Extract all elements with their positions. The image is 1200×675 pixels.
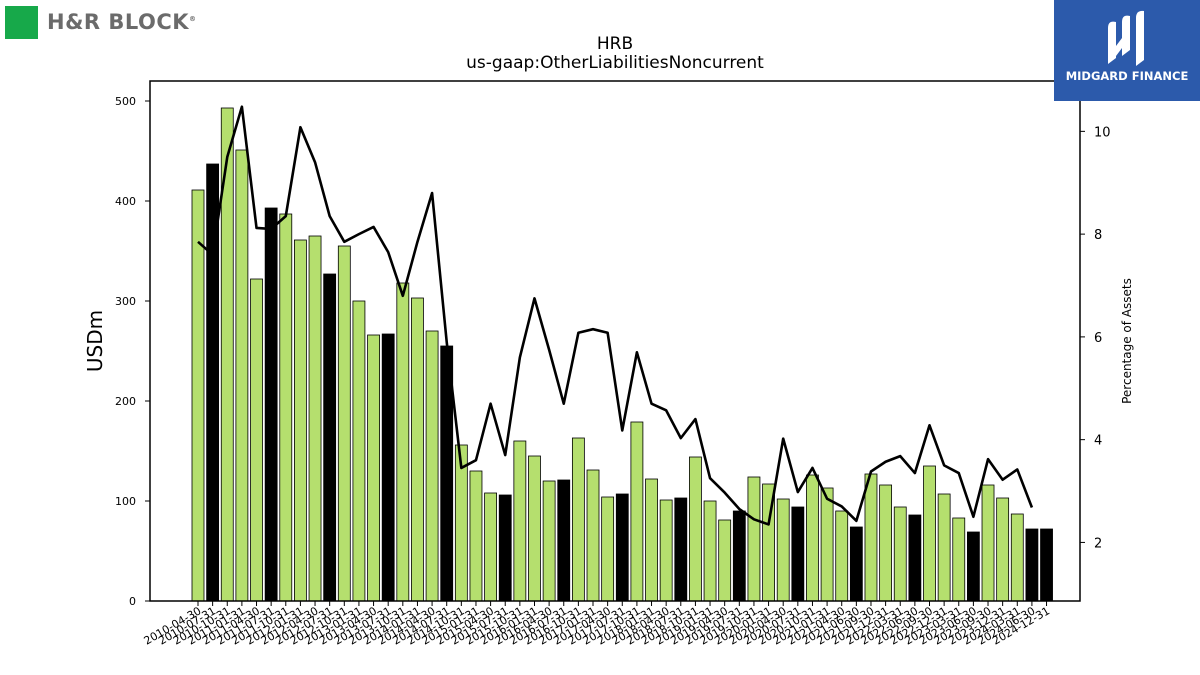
bar bbox=[806, 474, 819, 602]
bar bbox=[557, 479, 571, 602]
y2-tick-label: 2 bbox=[1094, 536, 1102, 551]
bar bbox=[981, 484, 995, 602]
bar bbox=[264, 207, 278, 602]
y-tick-label: 500 bbox=[115, 95, 136, 108]
bar bbox=[411, 297, 424, 602]
y-axis-ticks: 0 100 200 300 400 500 bbox=[115, 95, 150, 608]
bar bbox=[586, 469, 600, 602]
bar bbox=[923, 465, 936, 602]
y-axis-label: USDm bbox=[83, 310, 107, 372]
bar bbox=[820, 487, 834, 602]
bar bbox=[630, 421, 644, 602]
bar bbox=[308, 235, 322, 602]
bar bbox=[703, 500, 717, 602]
bar bbox=[937, 493, 951, 602]
bar bbox=[498, 494, 512, 602]
y-tick-label: 100 bbox=[115, 495, 136, 508]
bar bbox=[659, 499, 673, 602]
bar bbox=[352, 300, 366, 602]
bar bbox=[469, 470, 483, 602]
bar bbox=[732, 510, 746, 602]
bar bbox=[952, 517, 966, 602]
bar bbox=[908, 514, 922, 602]
bar bbox=[513, 440, 527, 602]
y2-tick-label: 4 bbox=[1094, 434, 1102, 449]
bar bbox=[791, 506, 805, 602]
bar bbox=[191, 189, 205, 602]
y-tick-label: 200 bbox=[115, 395, 136, 408]
bar bbox=[367, 334, 380, 602]
plot-frame bbox=[149, 80, 1081, 602]
bar bbox=[294, 239, 307, 602]
bar bbox=[235, 149, 249, 602]
bar bbox=[674, 497, 688, 602]
y-tick-label: 400 bbox=[115, 195, 136, 208]
midgard-finance-logo: MIDGARD FINANCE bbox=[1054, 0, 1200, 101]
bar bbox=[1010, 513, 1024, 602]
bar bbox=[689, 456, 702, 602]
bar bbox=[484, 492, 498, 602]
y2-tick-label: 8 bbox=[1094, 228, 1102, 243]
chart-subtitle: us-gaap:OtherLiabilitiesNoncurrent bbox=[466, 53, 764, 73]
bar bbox=[381, 333, 395, 602]
bar bbox=[279, 213, 293, 602]
bar bbox=[615, 493, 629, 602]
bar bbox=[601, 496, 615, 602]
bar bbox=[849, 526, 863, 602]
y2-axis-label: Percentage of Assets bbox=[1120, 278, 1134, 404]
bar bbox=[893, 506, 907, 602]
bar bbox=[542, 480, 556, 602]
hrb-logo-text: H&R BLOCK® bbox=[47, 10, 197, 34]
hrb-logo: H&R BLOCK® bbox=[5, 5, 197, 39]
bar bbox=[835, 510, 849, 602]
y-tick-label: 0 bbox=[129, 595, 136, 608]
bar-series bbox=[191, 107, 1053, 602]
bar bbox=[879, 484, 893, 602]
x-axis-ticks: 2010-04-302010-07-312010-10-312011-01-31… bbox=[142, 601, 1052, 648]
bar bbox=[1025, 528, 1039, 602]
bar bbox=[747, 476, 761, 602]
bar bbox=[776, 498, 790, 602]
bar bbox=[425, 330, 439, 602]
bar bbox=[996, 497, 1010, 602]
bar bbox=[1040, 528, 1053, 602]
bar bbox=[396, 282, 410, 602]
bar bbox=[718, 519, 732, 602]
bar bbox=[250, 278, 263, 602]
chart-title: HRB bbox=[597, 34, 633, 54]
bar bbox=[645, 478, 658, 602]
y-tick-label: 300 bbox=[115, 295, 136, 308]
midgard-mark-icon bbox=[1108, 10, 1144, 66]
hrb-green-square-icon bbox=[5, 5, 38, 39]
bar bbox=[323, 273, 337, 602]
bar bbox=[337, 245, 351, 602]
y2-tick-label: 10 bbox=[1094, 125, 1111, 140]
bar bbox=[528, 455, 541, 602]
y2-tick-label: 6 bbox=[1094, 331, 1102, 346]
bar bbox=[571, 437, 585, 602]
bar bbox=[966, 531, 980, 602]
percentage-line bbox=[197, 105, 1034, 526]
bar bbox=[864, 473, 878, 602]
y2-axis-ticks: 2 4 6 8 10 bbox=[1080, 125, 1111, 551]
midgard-logo-text: MIDGARD FINANCE bbox=[1065, 69, 1189, 83]
